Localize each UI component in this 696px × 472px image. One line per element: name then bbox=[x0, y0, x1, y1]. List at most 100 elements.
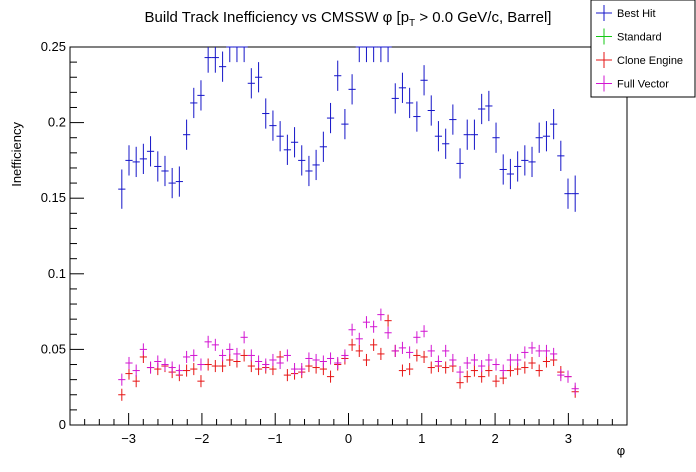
legend-item-clone-engine: Clone Engine bbox=[596, 52, 683, 68]
data-point bbox=[492, 375, 500, 388]
data-point bbox=[161, 358, 169, 371]
data-point bbox=[406, 346, 414, 359]
y-tick-label: 0.05 bbox=[41, 341, 66, 356]
data-point bbox=[384, 326, 392, 339]
data-point bbox=[377, 347, 385, 360]
data-point bbox=[442, 361, 450, 374]
data-point bbox=[442, 128, 450, 159]
data-point bbox=[262, 98, 270, 129]
data-point bbox=[290, 363, 299, 376]
data-point bbox=[514, 353, 522, 367]
data-point bbox=[247, 349, 255, 362]
data-point bbox=[154, 355, 162, 368]
data-point bbox=[341, 349, 349, 362]
data-point bbox=[125, 356, 133, 370]
legend-item-full-vector: Full Vector bbox=[596, 75, 669, 92]
data-point bbox=[125, 145, 133, 176]
data-point bbox=[413, 331, 421, 344]
data-point bbox=[290, 127, 299, 158]
data-point bbox=[175, 166, 183, 197]
data-point bbox=[283, 369, 291, 382]
data-point bbox=[197, 375, 205, 388]
data-point bbox=[183, 350, 191, 364]
data-point bbox=[269, 110, 277, 141]
y-tick-label: 0 bbox=[59, 417, 66, 432]
data-point bbox=[204, 335, 212, 348]
data-point bbox=[370, 46, 378, 63]
data-point bbox=[211, 359, 219, 373]
data-point bbox=[456, 366, 464, 379]
data-point bbox=[262, 358, 270, 371]
data-point bbox=[283, 349, 291, 362]
data-point bbox=[283, 134, 291, 165]
data-point bbox=[492, 122, 500, 153]
data-point bbox=[427, 344, 435, 357]
legend-label: Clone Engine bbox=[617, 55, 683, 67]
data-point bbox=[334, 60, 342, 91]
data-point bbox=[298, 145, 306, 176]
data-point bbox=[197, 358, 205, 371]
data-point bbox=[132, 146, 140, 178]
data-point bbox=[398, 72, 407, 103]
data-point bbox=[542, 344, 551, 357]
data-point bbox=[463, 356, 471, 370]
data-point bbox=[118, 169, 126, 209]
data-point bbox=[571, 382, 579, 395]
y-axis-label: Inefficiency bbox=[9, 122, 24, 187]
data-point bbox=[506, 158, 514, 190]
data-point bbox=[564, 178, 572, 209]
data-point bbox=[398, 341, 407, 354]
legend-entries: Best Hit Standard Clone Engine Full Vector bbox=[596, 5, 683, 92]
data-point bbox=[168, 167, 176, 199]
data-point bbox=[391, 83, 399, 114]
data-point bbox=[247, 68, 255, 99]
data-point bbox=[528, 356, 536, 370]
y-tick-label: 0.2 bbox=[48, 115, 66, 130]
data-point bbox=[348, 74, 356, 105]
data-point bbox=[406, 87, 414, 119]
data-point bbox=[319, 131, 327, 162]
data-point bbox=[478, 370, 486, 383]
data-point bbox=[326, 370, 335, 383]
data-point bbox=[557, 140, 565, 171]
data-point bbox=[449, 353, 457, 367]
data-point bbox=[341, 108, 349, 140]
data-point bbox=[247, 359, 255, 373]
y-axis: 0 0.05 0.1 0.15 0.2 0.25 bbox=[41, 39, 84, 432]
legend-box bbox=[590, 0, 696, 98]
data-point bbox=[154, 151, 162, 182]
data-point bbox=[413, 101, 421, 132]
data-point bbox=[571, 175, 579, 212]
data-point bbox=[362, 46, 371, 63]
data-point bbox=[190, 363, 198, 376]
data-point bbox=[276, 121, 284, 152]
data-point bbox=[146, 361, 155, 374]
data-point bbox=[478, 359, 486, 373]
data-point bbox=[528, 341, 536, 354]
data-point bbox=[226, 343, 234, 356]
data-point bbox=[420, 65, 428, 96]
data-point bbox=[226, 46, 234, 63]
data-point bbox=[521, 361, 529, 374]
data-point bbox=[276, 356, 284, 370]
data-point bbox=[204, 47, 212, 73]
x-tick-label: −2 bbox=[195, 431, 210, 446]
data-point bbox=[240, 349, 248, 362]
data-point bbox=[506, 353, 514, 367]
data-point bbox=[456, 148, 464, 179]
data-point bbox=[305, 352, 313, 365]
x-tick-label: 1 bbox=[418, 431, 425, 446]
data-point bbox=[326, 352, 335, 365]
x-tick-label: 2 bbox=[491, 431, 498, 446]
data-point bbox=[557, 369, 565, 382]
data-point bbox=[470, 119, 479, 150]
data-point bbox=[139, 343, 147, 356]
data-point bbox=[118, 388, 126, 401]
data-point bbox=[463, 370, 471, 383]
data-point bbox=[514, 151, 522, 182]
y-tick-label: 0.1 bbox=[48, 266, 66, 281]
data-point bbox=[139, 143, 147, 175]
x-tick-label: −1 bbox=[268, 431, 283, 446]
data-point bbox=[478, 93, 486, 125]
